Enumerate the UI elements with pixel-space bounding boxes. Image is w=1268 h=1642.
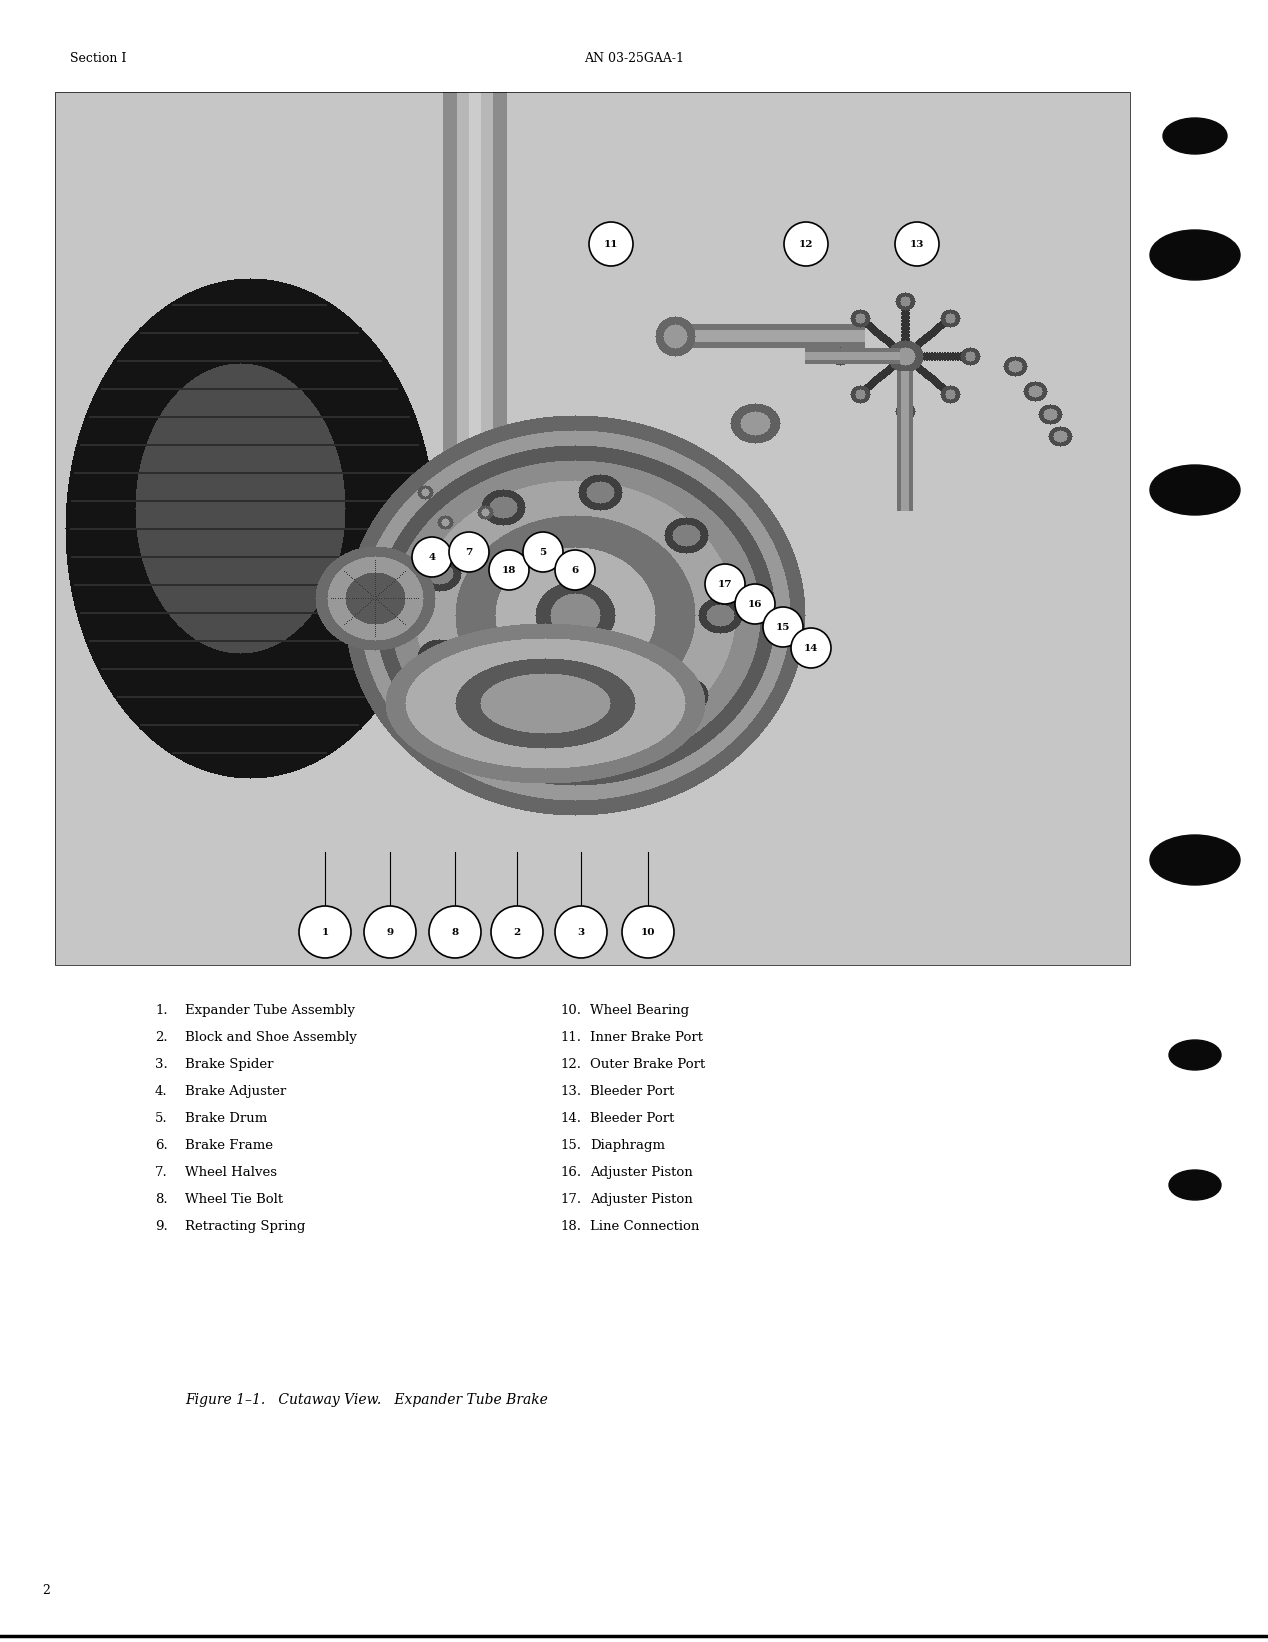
Circle shape: [555, 906, 607, 957]
Text: Figure 1–1.   Cutaway View.   Expander Tube Brake: Figure 1–1. Cutaway View. Expander Tube …: [185, 1392, 548, 1407]
Ellipse shape: [1150, 836, 1240, 885]
Text: Bleeder Port: Bleeder Port: [590, 1112, 675, 1125]
Text: 3: 3: [577, 928, 585, 936]
Text: Adjuster Piston: Adjuster Piston: [590, 1166, 692, 1179]
Text: Brake Spider: Brake Spider: [185, 1057, 274, 1071]
Text: 16: 16: [748, 599, 762, 609]
Text: 4.: 4.: [155, 1084, 167, 1097]
Circle shape: [784, 222, 828, 266]
Text: 5: 5: [539, 547, 547, 557]
Text: 2.: 2.: [155, 1031, 167, 1044]
Text: Brake Adjuster: Brake Adjuster: [185, 1084, 287, 1097]
Text: 11: 11: [604, 240, 619, 248]
Text: 4: 4: [429, 552, 436, 562]
Circle shape: [623, 906, 675, 957]
Text: Expander Tube Assembly: Expander Tube Assembly: [185, 1003, 355, 1016]
Text: 18.: 18.: [560, 1220, 581, 1233]
Text: 1: 1: [321, 928, 328, 936]
Text: Brake Frame: Brake Frame: [185, 1138, 273, 1151]
Circle shape: [412, 537, 451, 576]
Text: AN 03-25GAA-1: AN 03-25GAA-1: [585, 51, 683, 64]
Circle shape: [705, 563, 746, 604]
Text: 12: 12: [799, 240, 813, 248]
Text: Block and Shoe Assembly: Block and Shoe Assembly: [185, 1031, 356, 1044]
Text: Line Connection: Line Connection: [590, 1220, 700, 1233]
Text: 6.: 6.: [155, 1138, 167, 1151]
Text: 10: 10: [640, 928, 656, 936]
Text: 3.: 3.: [155, 1057, 167, 1071]
Circle shape: [791, 627, 831, 668]
Circle shape: [489, 550, 529, 589]
Text: Inner Brake Port: Inner Brake Port: [590, 1031, 702, 1044]
Circle shape: [895, 222, 940, 266]
Circle shape: [735, 585, 775, 624]
Text: 16.: 16.: [560, 1166, 581, 1179]
Text: 14.: 14.: [560, 1112, 581, 1125]
Circle shape: [429, 906, 481, 957]
Ellipse shape: [1169, 1039, 1221, 1071]
Text: 17: 17: [718, 580, 732, 588]
Text: Wheel Halves: Wheel Halves: [185, 1166, 276, 1179]
Circle shape: [449, 532, 489, 571]
Text: Outer Brake Port: Outer Brake Port: [590, 1057, 705, 1071]
Circle shape: [491, 906, 543, 957]
Bar: [55, 92, 1130, 965]
Circle shape: [299, 906, 351, 957]
Ellipse shape: [1150, 230, 1240, 281]
Text: 7: 7: [465, 547, 473, 557]
Circle shape: [763, 608, 803, 647]
Circle shape: [364, 906, 416, 957]
Text: 8.: 8.: [155, 1192, 167, 1205]
Text: Adjuster Piston: Adjuster Piston: [590, 1192, 692, 1205]
Text: 13.: 13.: [560, 1084, 581, 1097]
Ellipse shape: [1150, 465, 1240, 516]
Text: Wheel Bearing: Wheel Bearing: [590, 1003, 689, 1016]
Text: 15.: 15.: [560, 1138, 581, 1151]
Text: Brake Drum: Brake Drum: [185, 1112, 268, 1125]
Text: 14: 14: [804, 644, 818, 652]
Ellipse shape: [1169, 1171, 1221, 1200]
Text: 2: 2: [42, 1583, 49, 1596]
Circle shape: [555, 550, 595, 589]
Text: Section I: Section I: [70, 51, 127, 64]
Text: 15: 15: [776, 622, 790, 632]
Text: 18: 18: [502, 565, 516, 575]
Ellipse shape: [1163, 118, 1227, 154]
Text: 9: 9: [387, 928, 393, 936]
Text: 13: 13: [910, 240, 924, 248]
Text: Diaphragm: Diaphragm: [590, 1138, 664, 1151]
Text: 11.: 11.: [560, 1031, 581, 1044]
Text: 5.: 5.: [155, 1112, 167, 1125]
Text: 7.: 7.: [155, 1166, 167, 1179]
Text: Wheel Tie Bolt: Wheel Tie Bolt: [185, 1192, 283, 1205]
Text: 17.: 17.: [560, 1192, 581, 1205]
Text: 12.: 12.: [560, 1057, 581, 1071]
Text: 10.: 10.: [560, 1003, 581, 1016]
Circle shape: [522, 532, 563, 571]
Text: 1.: 1.: [155, 1003, 167, 1016]
Text: 9.: 9.: [155, 1220, 167, 1233]
Text: Retracting Spring: Retracting Spring: [185, 1220, 306, 1233]
Text: 6: 6: [572, 565, 578, 575]
Text: 8: 8: [451, 928, 459, 936]
Circle shape: [590, 222, 633, 266]
Text: 2: 2: [514, 928, 521, 936]
Text: Bleeder Port: Bleeder Port: [590, 1084, 675, 1097]
